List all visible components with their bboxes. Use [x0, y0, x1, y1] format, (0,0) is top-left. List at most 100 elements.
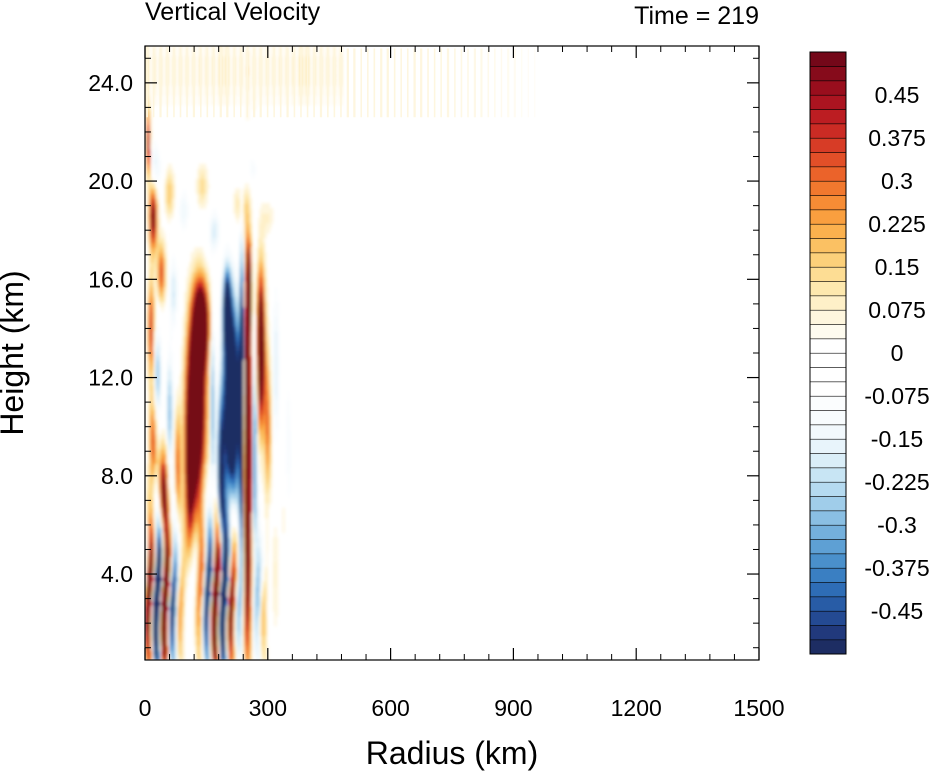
field-cell — [217, 640, 220, 646]
field-cell — [185, 365, 189, 371]
field-cell — [167, 438, 171, 445]
field-cell — [156, 355, 159, 361]
field-cell — [238, 576, 241, 583]
field-cell — [233, 252, 236, 258]
field-cell — [203, 551, 207, 558]
field-cell — [225, 581, 228, 587]
field-cell — [218, 247, 221, 253]
field-cell — [238, 566, 241, 573]
field-cell — [154, 532, 158, 538]
field-cell — [179, 424, 182, 430]
field-cell — [241, 497, 244, 504]
field-cell — [182, 345, 185, 352]
field-cell — [172, 527, 176, 533]
field-cell — [156, 517, 159, 524]
field-cell — [238, 193, 241, 199]
field-cell — [187, 360, 190, 366]
field-cell — [231, 640, 235, 646]
field-cell — [149, 448, 153, 455]
field-cell — [202, 625, 205, 632]
field-cell — [154, 208, 158, 214]
field-cell — [210, 576, 213, 583]
field-cell — [169, 655, 172, 660]
field-cell — [213, 232, 217, 239]
field-cell — [239, 522, 243, 528]
field-cell — [238, 291, 241, 298]
field-cell — [199, 532, 202, 538]
field-cell — [149, 522, 153, 528]
field-cell — [212, 340, 215, 347]
field-cell — [174, 443, 177, 450]
field-cell — [223, 370, 226, 376]
field-cell — [212, 286, 215, 293]
field-cell — [163, 537, 166, 543]
field-cell — [223, 267, 226, 273]
field-cell — [200, 561, 203, 568]
field-cell — [169, 345, 172, 352]
field-cell — [205, 650, 208, 656]
field-cell — [169, 414, 172, 420]
field-cell — [226, 306, 230, 312]
field-cell — [192, 360, 195, 366]
field-cell — [164, 203, 167, 209]
field-cell — [235, 571, 238, 578]
field-cell — [221, 267, 225, 273]
field-cell — [225, 571, 228, 578]
field-cell — [158, 380, 161, 386]
field-cell — [154, 497, 158, 504]
field-cell — [179, 581, 182, 587]
field-cell — [235, 271, 238, 278]
field-cell — [171, 394, 174, 401]
field-cell — [238, 556, 241, 563]
field-cell — [221, 473, 225, 479]
field-cell — [169, 438, 172, 445]
field-cell — [184, 522, 187, 528]
field-cell — [203, 389, 207, 396]
field-cell — [218, 561, 221, 568]
field-cell — [228, 306, 231, 312]
field-cell — [207, 355, 210, 361]
field-cell — [225, 492, 228, 499]
field-cell — [199, 630, 202, 637]
field-cell — [156, 645, 159, 651]
field-cell — [230, 350, 233, 357]
field-cell — [148, 271, 151, 278]
field-cell — [184, 203, 187, 209]
field-cell — [154, 330, 158, 337]
field-cell — [158, 158, 161, 165]
field-cell — [163, 286, 166, 293]
field-cell — [169, 576, 172, 583]
field-cell — [156, 345, 159, 352]
field-cell — [151, 183, 154, 190]
field-cell — [190, 311, 194, 317]
field-cell — [189, 527, 192, 533]
field-cell — [228, 522, 231, 528]
field-cell — [179, 586, 182, 592]
field-cell — [163, 242, 166, 248]
field-cell — [190, 399, 194, 406]
field-cell — [202, 267, 205, 273]
field-cell — [220, 650, 223, 656]
field-cell — [154, 139, 158, 145]
field-cell — [225, 252, 228, 258]
field-cell — [195, 443, 198, 450]
field-cell — [239, 286, 243, 293]
field-cell — [169, 419, 172, 425]
field-cell — [226, 586, 230, 592]
field-cell — [154, 227, 158, 234]
field-cell — [179, 625, 182, 632]
field-cell — [218, 217, 221, 224]
field-cell — [202, 330, 205, 337]
field-cell — [200, 463, 203, 470]
field-cell — [172, 271, 176, 278]
field-cell — [228, 488, 231, 494]
field-cell — [223, 399, 226, 406]
field-cell — [221, 389, 225, 396]
field-cell — [154, 203, 158, 209]
field-cell — [228, 556, 231, 563]
field-cell — [197, 468, 200, 474]
field-cell — [230, 527, 233, 533]
field-cell — [156, 581, 159, 587]
field-cell — [226, 276, 230, 283]
field-cell — [181, 610, 184, 617]
